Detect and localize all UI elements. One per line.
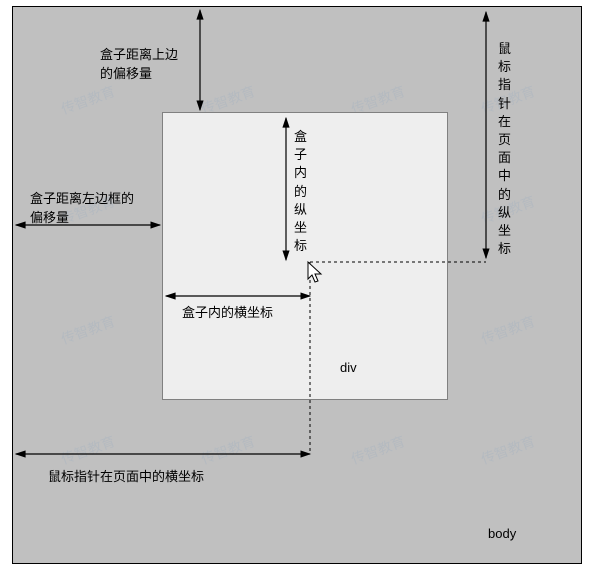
body-box-label: body xyxy=(488,526,516,541)
label-page-x: 鼠标指针在页面中的横坐标 xyxy=(48,466,204,485)
label-offset-left: 盒子距离左边框的偏移量 xyxy=(30,188,136,226)
label-page-y: 鼠标指针在页面中的纵坐标 xyxy=(498,40,511,258)
label-inner-y: 盒子内的纵坐标 xyxy=(294,128,307,255)
label-inner-x: 盒子内的横坐标 xyxy=(182,302,273,321)
div-box-label: div xyxy=(340,360,357,375)
label-offset-top: 盒子距离上边的偏移量 xyxy=(100,44,190,82)
diagram-canvas: 传智教育传智教育传智教育传智教育传智教育传智教育传智教育传智教育传智教育传智教育… xyxy=(0,0,595,571)
